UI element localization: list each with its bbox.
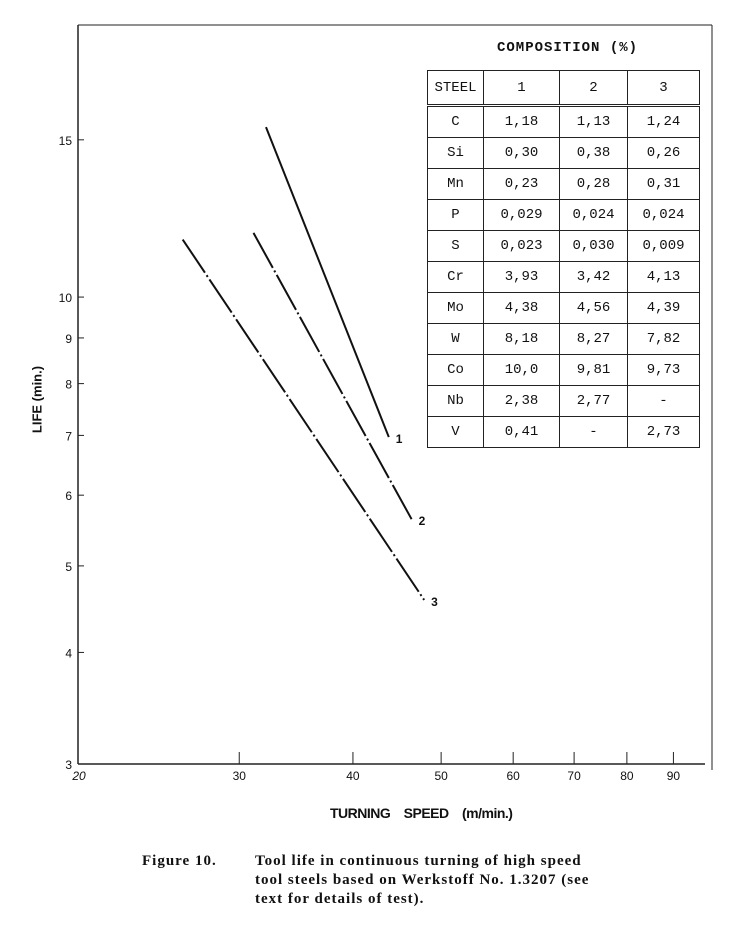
value-cell: - (627, 385, 700, 417)
element-cell: W (427, 323, 484, 355)
value-cell: 4,13 (627, 261, 700, 293)
value-cell: 8,18 (483, 323, 560, 355)
value-cell: 0,024 (559, 199, 628, 231)
element-cell: Mn (427, 168, 484, 200)
element-cell: P (427, 199, 484, 231)
value-cell: 2,77 (559, 385, 628, 417)
table-row: Cr 3,93 3,42 4,13 (427, 261, 700, 293)
table-row: Si 0,30 0,38 0,26 (427, 137, 700, 169)
x-tick-label: 40 (346, 769, 360, 783)
series-line-3 (181, 238, 425, 601)
table-row: C 1,18 1,13 1,24 (427, 105, 700, 138)
value-cell: 0,31 (627, 168, 700, 200)
table-row: P 0,029 0,024 0,024 (427, 199, 700, 231)
element-cell: S (427, 230, 484, 262)
value-cell: 0,26 (627, 137, 700, 169)
table-row: Mo 4,38 4,56 4,39 (427, 292, 700, 324)
value-cell: 3,42 (559, 261, 628, 293)
series-label-1: 1 (396, 432, 403, 446)
value-cell: 0,030 (559, 230, 628, 262)
x-tick-label: 70 (567, 769, 581, 783)
y-tick-label: 10 (59, 291, 73, 305)
element-cell: C (427, 105, 484, 138)
value-cell: 3 (627, 70, 700, 107)
value-cell: 3,93 (483, 261, 560, 293)
value-cell: 1,18 (483, 105, 560, 138)
table-row: S 0,023 0,030 0,009 (427, 230, 700, 262)
series-line-1 (265, 126, 390, 438)
value-cell: 4,39 (627, 292, 700, 324)
value-cell: 9,81 (559, 354, 628, 386)
x-tick-label: 20 (71, 769, 86, 783)
value-cell: 0,023 (483, 230, 560, 262)
table-header-row: STEEL 1 2 3 (427, 70, 700, 107)
composition-title: COMPOSITION (%) (497, 40, 639, 56)
x-tick-label: 60 (507, 769, 521, 783)
value-cell: 2 (559, 70, 628, 107)
table-row: Nb 2,38 2,77- (427, 385, 700, 417)
element-cell: Si (427, 137, 484, 169)
value-cell: 2,38 (483, 385, 560, 417)
value-cell: 0,23 (483, 168, 560, 200)
value-cell: 8,27 (559, 323, 628, 355)
caption-text: Tool life in continuous turning of high … (255, 853, 590, 907)
series-label-2: 2 (419, 514, 426, 528)
y-tick-label: 5 (65, 560, 72, 574)
x-tick-label: 30 (233, 769, 247, 783)
value-cell: 1 (483, 70, 560, 107)
element-cell: Mo (427, 292, 484, 324)
element-cell: V (427, 416, 484, 448)
x-tick-label: 50 (434, 769, 448, 783)
value-cell: 1,13 (559, 105, 628, 138)
value-cell: - (559, 416, 628, 448)
value-cell: 0,009 (627, 230, 700, 262)
table-row: Mn 0,23 0,28 0,31 (427, 168, 700, 200)
value-cell: 4,56 (559, 292, 628, 324)
y-tick-label: 8 (65, 378, 72, 392)
table-row: Co 10,0 9,81 9,73 (427, 354, 700, 386)
value-cell: 0,029 (483, 199, 560, 231)
element-cell: Cr (427, 261, 484, 293)
table-row: V 0,41-2,73 (427, 416, 700, 448)
value-cell: 4,38 (483, 292, 560, 324)
composition-table: STEEL 1 2 3 C 1,18 1,13 1,24 Si 0,30 0,38 0,26 Mn 0,2… (427, 70, 700, 448)
element-cell: Nb (427, 385, 484, 417)
y-axis-label: LIFE (min.) (29, 365, 45, 434)
value-cell: 0,41 (483, 416, 560, 448)
caption-label: Figure 10. (142, 853, 217, 869)
element-cell: Co (427, 354, 484, 386)
y-tick-label: 7 (65, 429, 72, 443)
value-cell: 9,73 (627, 354, 700, 386)
x-tick-label: 90 (667, 769, 681, 783)
x-axis-label: TURNING SPEED (m/min.) (330, 805, 513, 821)
value-cell: 2,73 (627, 416, 700, 448)
y-tick-label: 4 (65, 646, 72, 660)
y-tick-label: 15 (59, 134, 73, 148)
value-cell: 0,30 (483, 137, 560, 169)
table-row: W 8,18 8,27 7,82 (427, 323, 700, 355)
x-tick-label: 80 (620, 769, 634, 783)
series-label-3: 3 (431, 595, 438, 609)
value-cell: 0,38 (559, 137, 628, 169)
value-cell: 10,0 (483, 354, 560, 386)
element-cell: STEEL (427, 70, 484, 107)
y-tick-label: 9 (65, 332, 72, 346)
value-cell: 1,24 (627, 105, 700, 138)
value-cell: 0,024 (627, 199, 700, 231)
y-tick-label: 3 (65, 758, 72, 772)
value-cell: 0,28 (559, 168, 628, 200)
value-cell: 7,82 (627, 323, 700, 355)
y-tick-label: 6 (65, 489, 72, 503)
series-line-2 (252, 232, 413, 520)
